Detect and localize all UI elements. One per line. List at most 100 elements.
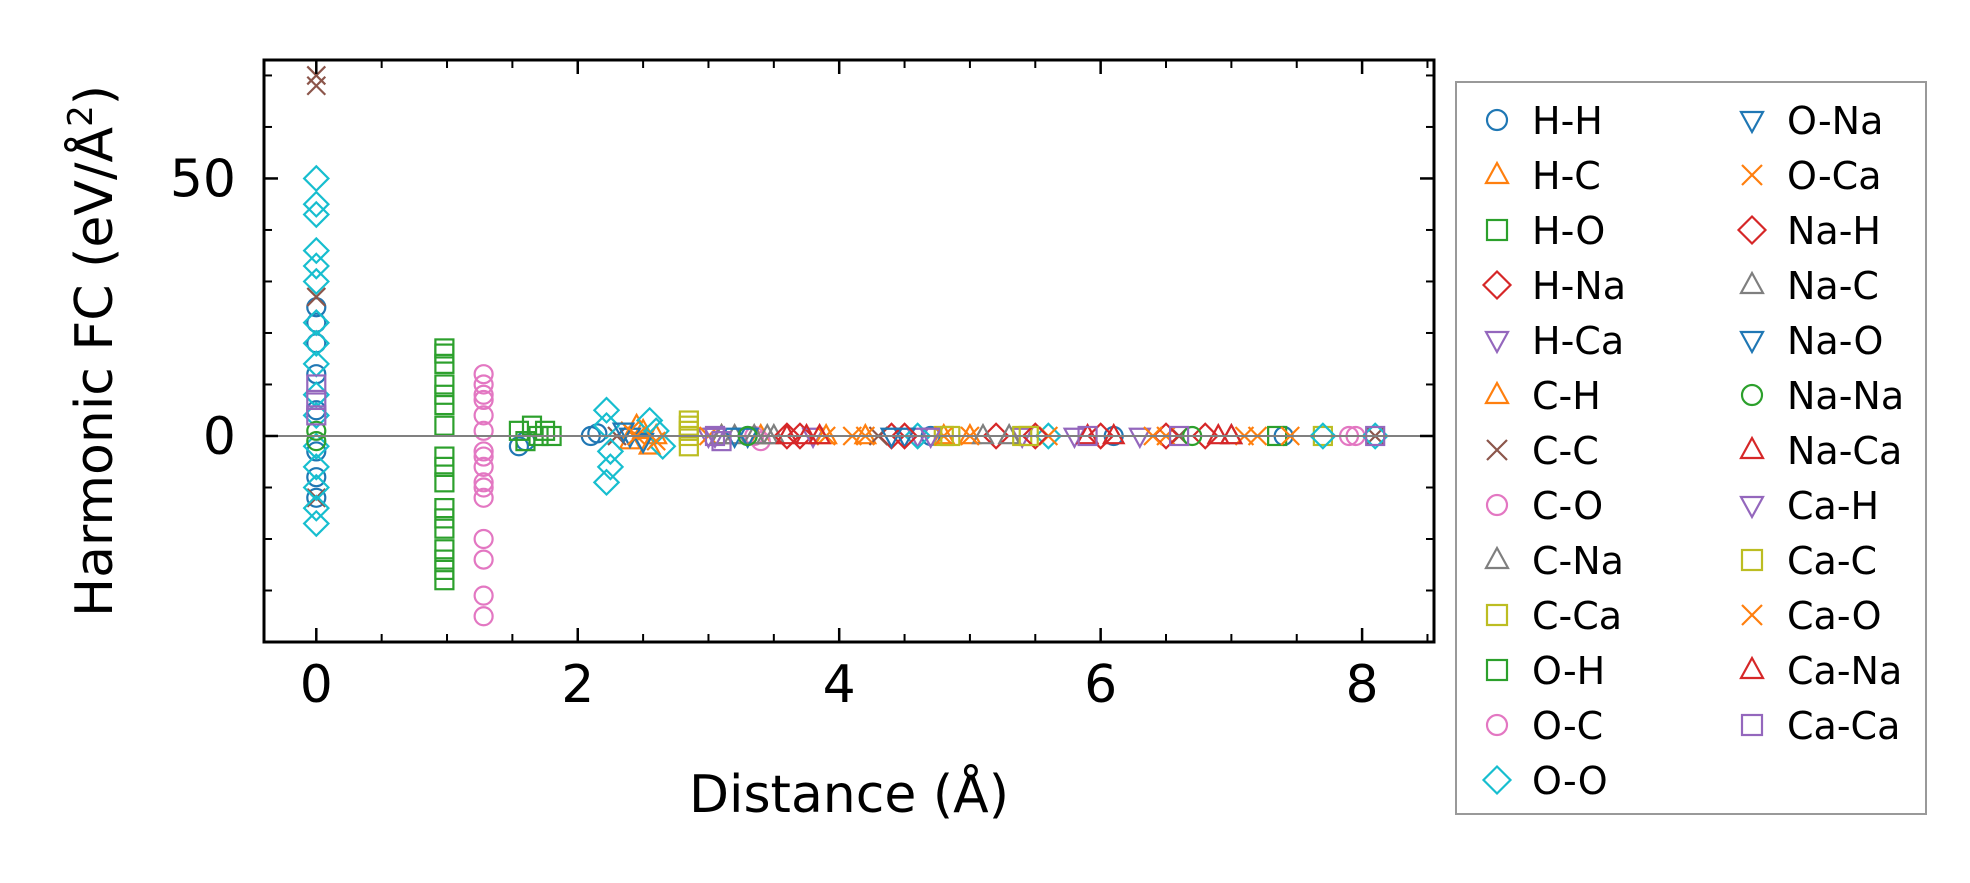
data-point <box>302 308 330 337</box>
x-tick-label: 2 <box>561 655 594 715</box>
legend-marker <box>1481 764 1513 796</box>
data-point <box>434 394 455 416</box>
data-point <box>631 432 655 455</box>
data-point <box>306 65 327 86</box>
data-point <box>306 467 327 488</box>
data-point <box>473 585 494 606</box>
y-tick-label: 50 <box>170 149 236 209</box>
data-point <box>306 487 327 508</box>
data-point <box>918 427 943 450</box>
data-point <box>508 420 530 441</box>
legend-entry: Ca-C <box>1740 539 1877 583</box>
legend-marker <box>1484 330 1510 355</box>
data-point <box>592 411 621 440</box>
legend-entry: C-H <box>1484 374 1601 418</box>
legend-label: Na-O <box>1787 319 1883 363</box>
series-Na-Ca <box>775 422 1231 445</box>
x-tick-label: 4 <box>823 655 856 715</box>
data-point <box>853 422 878 445</box>
legend-label: C-O <box>1532 484 1603 528</box>
data-point <box>958 422 982 445</box>
legend-marker <box>1740 713 1764 737</box>
y-axis-label-main: Harmonic FC (eV/Å <box>63 126 125 617</box>
data-point <box>1101 422 1126 445</box>
legend-entry: O-Ca <box>1741 154 1882 198</box>
data-point <box>642 417 670 445</box>
legend-marker <box>1485 603 1509 627</box>
legend-marker <box>1736 214 1768 246</box>
data-point <box>302 164 330 193</box>
data-point <box>1086 422 1115 450</box>
legend-entry: Na-Na <box>1740 374 1904 418</box>
data-point <box>434 384 455 405</box>
data-point <box>306 374 327 395</box>
legend-entry: Ca-H <box>1739 484 1879 528</box>
data-point <box>678 415 699 436</box>
data-point <box>1219 422 1244 445</box>
data-point <box>473 528 494 550</box>
data-point <box>302 267 330 296</box>
legend-entry: C-Ca <box>1485 594 1622 638</box>
data-point <box>982 422 1010 450</box>
legend-frame <box>1455 81 1927 815</box>
data-point <box>703 427 727 450</box>
data-point <box>611 422 636 444</box>
data-point <box>473 441 494 462</box>
data-point <box>515 431 536 452</box>
legend-marker <box>1486 439 1508 461</box>
data-point <box>306 405 327 426</box>
data-point <box>473 389 494 411</box>
data-point <box>302 190 330 218</box>
series-H-O <box>434 338 562 591</box>
legend-label: H-Na <box>1532 264 1626 308</box>
data-point <box>434 456 455 477</box>
data-point <box>473 420 494 441</box>
data-point <box>434 518 455 539</box>
legend-entry: Na-H <box>1736 209 1881 253</box>
legend-marker <box>1741 604 1763 626</box>
data-point <box>434 415 455 436</box>
legend-marker <box>1481 269 1513 301</box>
data-point <box>678 436 699 457</box>
legend-label: Na-Ca <box>1787 429 1902 473</box>
legend-label: O-Ca <box>1787 154 1882 198</box>
data-point <box>306 420 327 441</box>
legend-entry: H-C <box>1484 154 1601 198</box>
legend-marker <box>1739 270 1765 295</box>
data-point <box>302 200 330 229</box>
legend-entry: Na-C <box>1739 264 1879 308</box>
data-point <box>755 422 780 445</box>
data-point <box>735 427 760 450</box>
legend-label: Ca-Na <box>1787 649 1902 693</box>
data-point <box>306 441 327 462</box>
y-axis-label: Harmonic FC (eV/Å2) <box>61 85 125 617</box>
legend-label: C-H <box>1532 374 1601 418</box>
data-point <box>711 431 732 452</box>
data-point <box>879 427 904 450</box>
legend-marker <box>1739 655 1765 680</box>
legend-marker <box>1484 545 1510 570</box>
data-point <box>306 389 327 411</box>
data-point <box>434 374 455 395</box>
data-point <box>302 473 330 502</box>
data-point <box>1191 422 1219 450</box>
legend-marker <box>1485 108 1509 132</box>
legend-entry: Na-Ca <box>1739 429 1902 473</box>
x-tick-label: 0 <box>300 655 333 715</box>
plot-area: 0 2 4 6 8 0 50 <box>170 58 1436 715</box>
data-point <box>794 422 819 445</box>
data-point <box>434 539 455 560</box>
data-point <box>434 472 455 493</box>
y-tick-label: 0 <box>203 407 236 467</box>
legend-marker <box>1739 110 1765 135</box>
data-point <box>1309 422 1337 450</box>
legend-label: Na-Na <box>1787 374 1904 418</box>
data-point <box>473 446 494 467</box>
legend-label: Na-H <box>1787 209 1881 253</box>
legend-entry: H-H <box>1485 99 1603 143</box>
data-point <box>434 497 455 519</box>
series-O-H <box>434 343 1288 570</box>
legend-entry: Na-O <box>1739 319 1883 363</box>
data-point <box>302 329 330 357</box>
series-C-O <box>473 364 1366 627</box>
